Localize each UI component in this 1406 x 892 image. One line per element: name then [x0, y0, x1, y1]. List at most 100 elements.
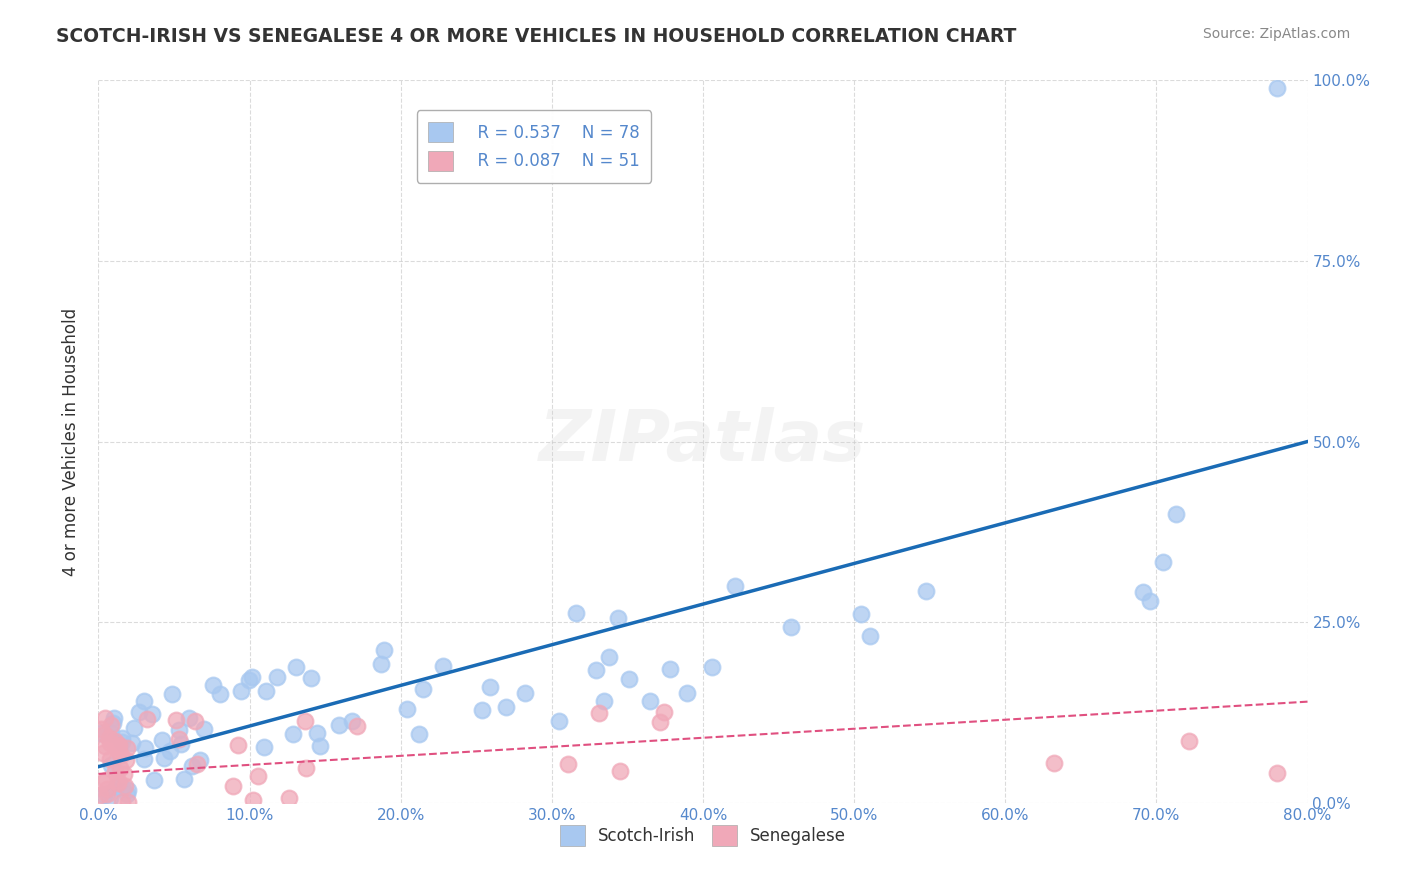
Point	[307, 725, 329, 739]
Text: SCOTCH-IRISH VS SENEGALESE 4 OR MORE VEHICLES IN HOUSEHOLD CORRELATION CHART: SCOTCH-IRISH VS SENEGALESE 4 OR MORE VEH…	[56, 27, 1017, 45]
Y-axis label: 4 or more Vehicles in Household: 4 or more Vehicles in Household	[62, 308, 80, 575]
Point	[121, 736, 143, 750]
Point	[1139, 594, 1161, 608]
Point	[108, 761, 131, 775]
Point	[659, 662, 682, 676]
Point	[136, 713, 159, 727]
Point	[650, 714, 672, 729]
Point	[111, 731, 134, 745]
Point	[557, 756, 579, 771]
Point	[89, 788, 111, 802]
Point	[1166, 507, 1188, 521]
Point	[859, 629, 882, 643]
Point	[607, 611, 630, 625]
Point	[128, 705, 150, 719]
Point	[370, 657, 392, 672]
Point	[169, 732, 191, 747]
Point	[222, 779, 245, 793]
Point	[285, 660, 308, 674]
Point	[242, 792, 264, 806]
Point	[495, 699, 517, 714]
Point	[412, 682, 434, 697]
Point	[115, 753, 138, 767]
Point	[94, 739, 117, 754]
Point	[408, 727, 430, 741]
Point	[254, 684, 277, 698]
Point	[91, 775, 114, 789]
Point	[432, 658, 454, 673]
Point	[471, 703, 494, 717]
Point	[165, 713, 187, 727]
Point	[278, 791, 301, 805]
Point	[107, 776, 129, 790]
Point	[90, 726, 112, 740]
Point	[193, 722, 215, 736]
Point	[96, 772, 118, 787]
Point	[134, 752, 156, 766]
Point	[184, 714, 207, 728]
Point	[114, 779, 136, 793]
Point	[134, 741, 156, 756]
Point	[153, 750, 176, 764]
Point	[108, 738, 131, 752]
Point	[849, 607, 872, 621]
Point	[515, 686, 537, 700]
Point	[676, 686, 699, 700]
Point	[107, 774, 129, 789]
Point	[100, 718, 122, 732]
Point	[346, 719, 368, 733]
Point	[117, 782, 139, 797]
Point	[1043, 756, 1066, 771]
Point	[638, 694, 661, 708]
Point	[247, 769, 270, 783]
Point	[98, 731, 121, 745]
Point	[294, 761, 316, 775]
Point	[104, 780, 127, 794]
Point	[160, 687, 183, 701]
Point	[181, 759, 204, 773]
Point	[104, 734, 127, 748]
Point	[107, 739, 129, 753]
Point	[252, 739, 274, 754]
Point	[96, 781, 118, 796]
Point	[609, 764, 631, 778]
Point	[208, 687, 231, 701]
Point	[1177, 734, 1199, 748]
Point	[104, 764, 127, 778]
Point	[1265, 766, 1288, 780]
Point	[229, 683, 252, 698]
Point	[167, 723, 190, 737]
Point	[724, 579, 747, 593]
Point	[652, 705, 675, 719]
Point	[479, 681, 502, 695]
Point	[585, 663, 607, 677]
Point	[112, 767, 135, 781]
Point	[780, 619, 803, 633]
Point	[202, 678, 225, 692]
Text: Source: ZipAtlas.com: Source: ZipAtlas.com	[1202, 27, 1350, 41]
Point	[186, 757, 208, 772]
Point	[90, 722, 112, 736]
Point	[548, 714, 571, 728]
Point	[110, 780, 132, 794]
Point	[588, 706, 610, 720]
Point	[115, 740, 138, 755]
Point	[110, 735, 132, 749]
Point	[105, 739, 128, 753]
Point	[115, 788, 138, 802]
Point	[301, 671, 323, 685]
Point	[141, 707, 163, 722]
Point	[94, 711, 117, 725]
Point	[110, 747, 132, 762]
Point	[1152, 555, 1174, 569]
Legend: Scotch-Irish, Senegalese: Scotch-Irish, Senegalese	[553, 819, 853, 852]
Point	[396, 702, 419, 716]
Point	[188, 753, 211, 767]
Point	[373, 643, 395, 657]
Point	[93, 727, 115, 741]
Point	[702, 660, 724, 674]
Point	[592, 693, 614, 707]
Point	[108, 746, 131, 760]
Point	[914, 583, 936, 598]
Point	[122, 721, 145, 735]
